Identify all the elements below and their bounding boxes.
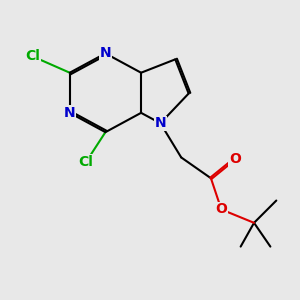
Text: N: N [154,116,166,130]
Text: O: O [215,202,227,216]
Text: Cl: Cl [79,155,94,169]
Text: O: O [229,152,241,166]
Text: N: N [64,106,76,120]
Text: Cl: Cl [25,50,40,63]
Text: N: N [100,46,111,60]
